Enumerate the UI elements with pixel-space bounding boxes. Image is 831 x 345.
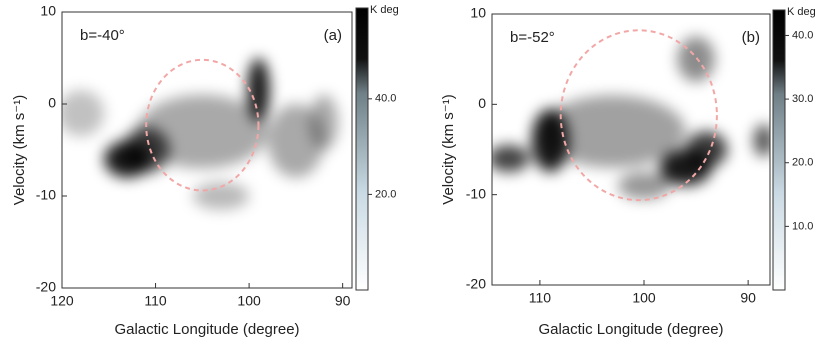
intensity-blob [685, 131, 728, 168]
heatmap-area [62, 57, 338, 210]
colorbar-tick-label: 40.0 [375, 93, 396, 105]
colorbar [772, 9, 786, 291]
colorbar-tick-label: 20.0 [792, 157, 813, 169]
colorbar-label: K deg [787, 6, 816, 18]
intensity-blob [617, 172, 671, 200]
panel-annotation: b=-40° [80, 27, 125, 44]
y-tick-label: 10 [470, 5, 486, 21]
y-axis-label: Velocity (km s⁻¹) [11, 95, 28, 205]
plot-frame [491, 13, 771, 286]
plot-frame [61, 11, 353, 289]
colorbar-tick-label: 40.0 [792, 29, 813, 41]
intensity-blob [531, 108, 570, 173]
x-tick-label: 100 [632, 290, 656, 306]
intensity-blob [136, 94, 268, 169]
intensity-blob [62, 90, 105, 137]
panel-annotation: b=-52° [510, 29, 555, 46]
colorbar-label: K deg [370, 4, 399, 16]
colorbar-tick-label: 20.0 [375, 188, 396, 200]
shell-ellipse [559, 29, 718, 202]
heatmap-area [492, 36, 770, 200]
y-tick-label: 10 [40, 3, 56, 19]
heatmap-blobs [492, 36, 770, 200]
intensity-blob [492, 144, 530, 173]
y-tick-label: -10 [36, 187, 56, 203]
y-axis-label: Velocity (km s⁻¹) [440, 94, 457, 204]
colorbar-tick-label: 10.0 [792, 220, 813, 232]
x-tick-label: 110 [529, 290, 552, 306]
x-tick-label: 90 [335, 293, 351, 309]
intensity-blob [247, 57, 270, 123]
y-tick-label: -20 [36, 279, 56, 295]
intensity-blob [753, 124, 770, 157]
y-tick-label: 0 [48, 95, 56, 111]
intensity-blob [122, 127, 170, 173]
intensity-blob [192, 182, 250, 210]
x-tick-label: 120 [50, 293, 74, 309]
shell-ellipse [145, 58, 260, 192]
panel-label: (a) [324, 27, 342, 44]
colorbar [355, 7, 369, 291]
y-tick-label: -20 [466, 276, 486, 292]
panel-label: (b) [742, 29, 760, 46]
x-tick-label: 90 [740, 290, 756, 306]
intensity-blob [309, 94, 338, 150]
heatmap-blobs [62, 57, 338, 210]
colorbar-tick-label: 30.0 [792, 93, 813, 105]
intensity-blob [539, 95, 686, 168]
x-tick-label: 100 [237, 293, 261, 309]
x-tick-label: 110 [144, 293, 167, 309]
intensity-blob [677, 36, 715, 82]
x-axis-label: Galactic Longitude (degree) [114, 321, 299, 338]
y-tick-label: 0 [478, 95, 486, 111]
x-axis-label: Galactic Longitude (degree) [538, 321, 723, 338]
y-tick-label: -10 [466, 185, 486, 201]
